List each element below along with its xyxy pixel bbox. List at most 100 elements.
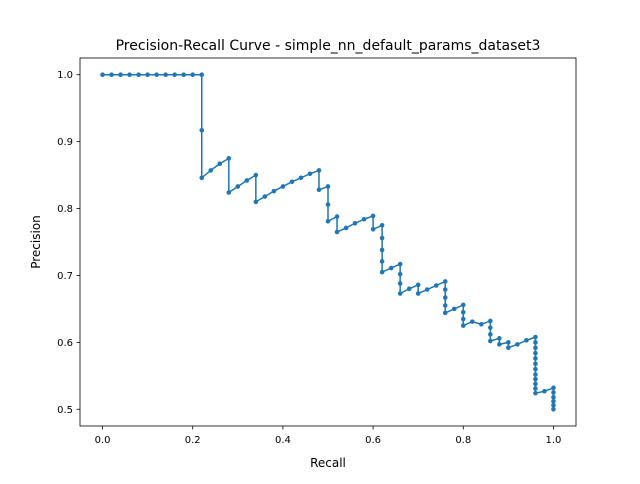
y-tick-label: 0.9 (57, 137, 73, 148)
data-point (100, 72, 105, 78)
data-point (397, 291, 403, 296)
data-point (515, 342, 520, 347)
data-point (334, 214, 340, 219)
data-point (533, 366, 538, 372)
data-point (172, 72, 177, 78)
data-point (533, 361, 538, 367)
data-point (397, 261, 403, 267)
data-point (352, 220, 358, 226)
data-point (533, 350, 538, 356)
data-point (307, 171, 313, 177)
data-point (433, 283, 439, 288)
plot-area (100, 72, 556, 412)
axes-frame (79, 57, 577, 427)
data-point (298, 175, 304, 181)
data-point (379, 247, 385, 253)
data-point (551, 398, 556, 404)
data-point (253, 172, 259, 178)
chart-title: Precision-Recall Curve - simple_nn_defau… (116, 38, 541, 54)
data-point (533, 356, 538, 361)
data-point (506, 345, 511, 351)
axes: 0.0 0.2 0.4 0.6 0.8 1.0 0.5 0.6 0.7 0.8 0.9 1.0 (57, 57, 577, 446)
data-point (533, 372, 538, 377)
data-point (271, 188, 277, 194)
data-point (379, 269, 385, 275)
x-axis-label: Recall (310, 456, 346, 470)
x-tick-label: 0.6 (365, 435, 381, 446)
data-point (334, 229, 340, 235)
data-point (542, 388, 547, 394)
data-point (316, 187, 322, 193)
data-point (136, 72, 141, 78)
data-point (226, 156, 232, 161)
data-point (118, 72, 123, 78)
data-point (190, 72, 196, 78)
data-point (551, 385, 556, 391)
data-point (235, 184, 241, 189)
x-tick-label: 0.2 (185, 435, 201, 446)
data-point (325, 184, 331, 189)
data-point (361, 216, 367, 222)
data-point (533, 334, 538, 340)
y-tick-label: 0.6 (57, 338, 73, 349)
data-point (533, 390, 538, 396)
data-point (199, 72, 205, 78)
x-tick-label: 0.0 (95, 435, 111, 446)
data-point (316, 168, 322, 173)
data-point (551, 394, 556, 400)
data-point (497, 342, 502, 347)
data-point (442, 295, 448, 300)
data-point (488, 338, 493, 344)
y-tick-label: 1.0 (57, 70, 73, 81)
x-tick-label: 0.4 (275, 435, 291, 446)
data-point (533, 345, 538, 351)
data-point (379, 235, 385, 241)
data-point (442, 279, 448, 284)
data-point (388, 265, 394, 271)
data-point (217, 161, 223, 167)
data-point (451, 306, 457, 312)
data-point (325, 218, 331, 224)
data-point (506, 340, 511, 345)
data-point (460, 309, 466, 315)
data-point (442, 287, 448, 292)
data-point (460, 323, 466, 328)
data-point (370, 226, 376, 232)
data-point (442, 303, 448, 308)
x-tick-label: 0.8 (455, 435, 471, 446)
data-point (127, 72, 132, 78)
data-point (533, 386, 538, 391)
data-point (460, 316, 466, 322)
data-point (379, 222, 385, 228)
y-axis-label: Precision (29, 215, 43, 269)
data-point (208, 168, 214, 173)
data-point (253, 199, 259, 205)
y-tick-label: 0.5 (57, 405, 73, 416)
data-point (551, 390, 556, 395)
data-point (280, 184, 286, 189)
x-tick-label: 1.0 (546, 435, 562, 446)
data-point (370, 213, 376, 219)
data-point (397, 281, 403, 286)
data-point (551, 406, 556, 412)
data-point (415, 282, 421, 288)
data-point (488, 332, 493, 337)
data-point (424, 287, 430, 292)
data-point (442, 310, 448, 316)
data-point (533, 381, 538, 387)
data-point (488, 325, 493, 330)
y-tick-label: 0.7 (57, 271, 73, 282)
data-point (325, 202, 331, 207)
data-point (199, 175, 205, 181)
data-point (397, 271, 403, 277)
data-point (488, 318, 493, 324)
data-point (244, 178, 250, 183)
data-point (181, 72, 187, 78)
data-point (497, 336, 502, 341)
data-point (163, 72, 168, 78)
data-point (533, 376, 538, 382)
data-point (262, 194, 268, 199)
